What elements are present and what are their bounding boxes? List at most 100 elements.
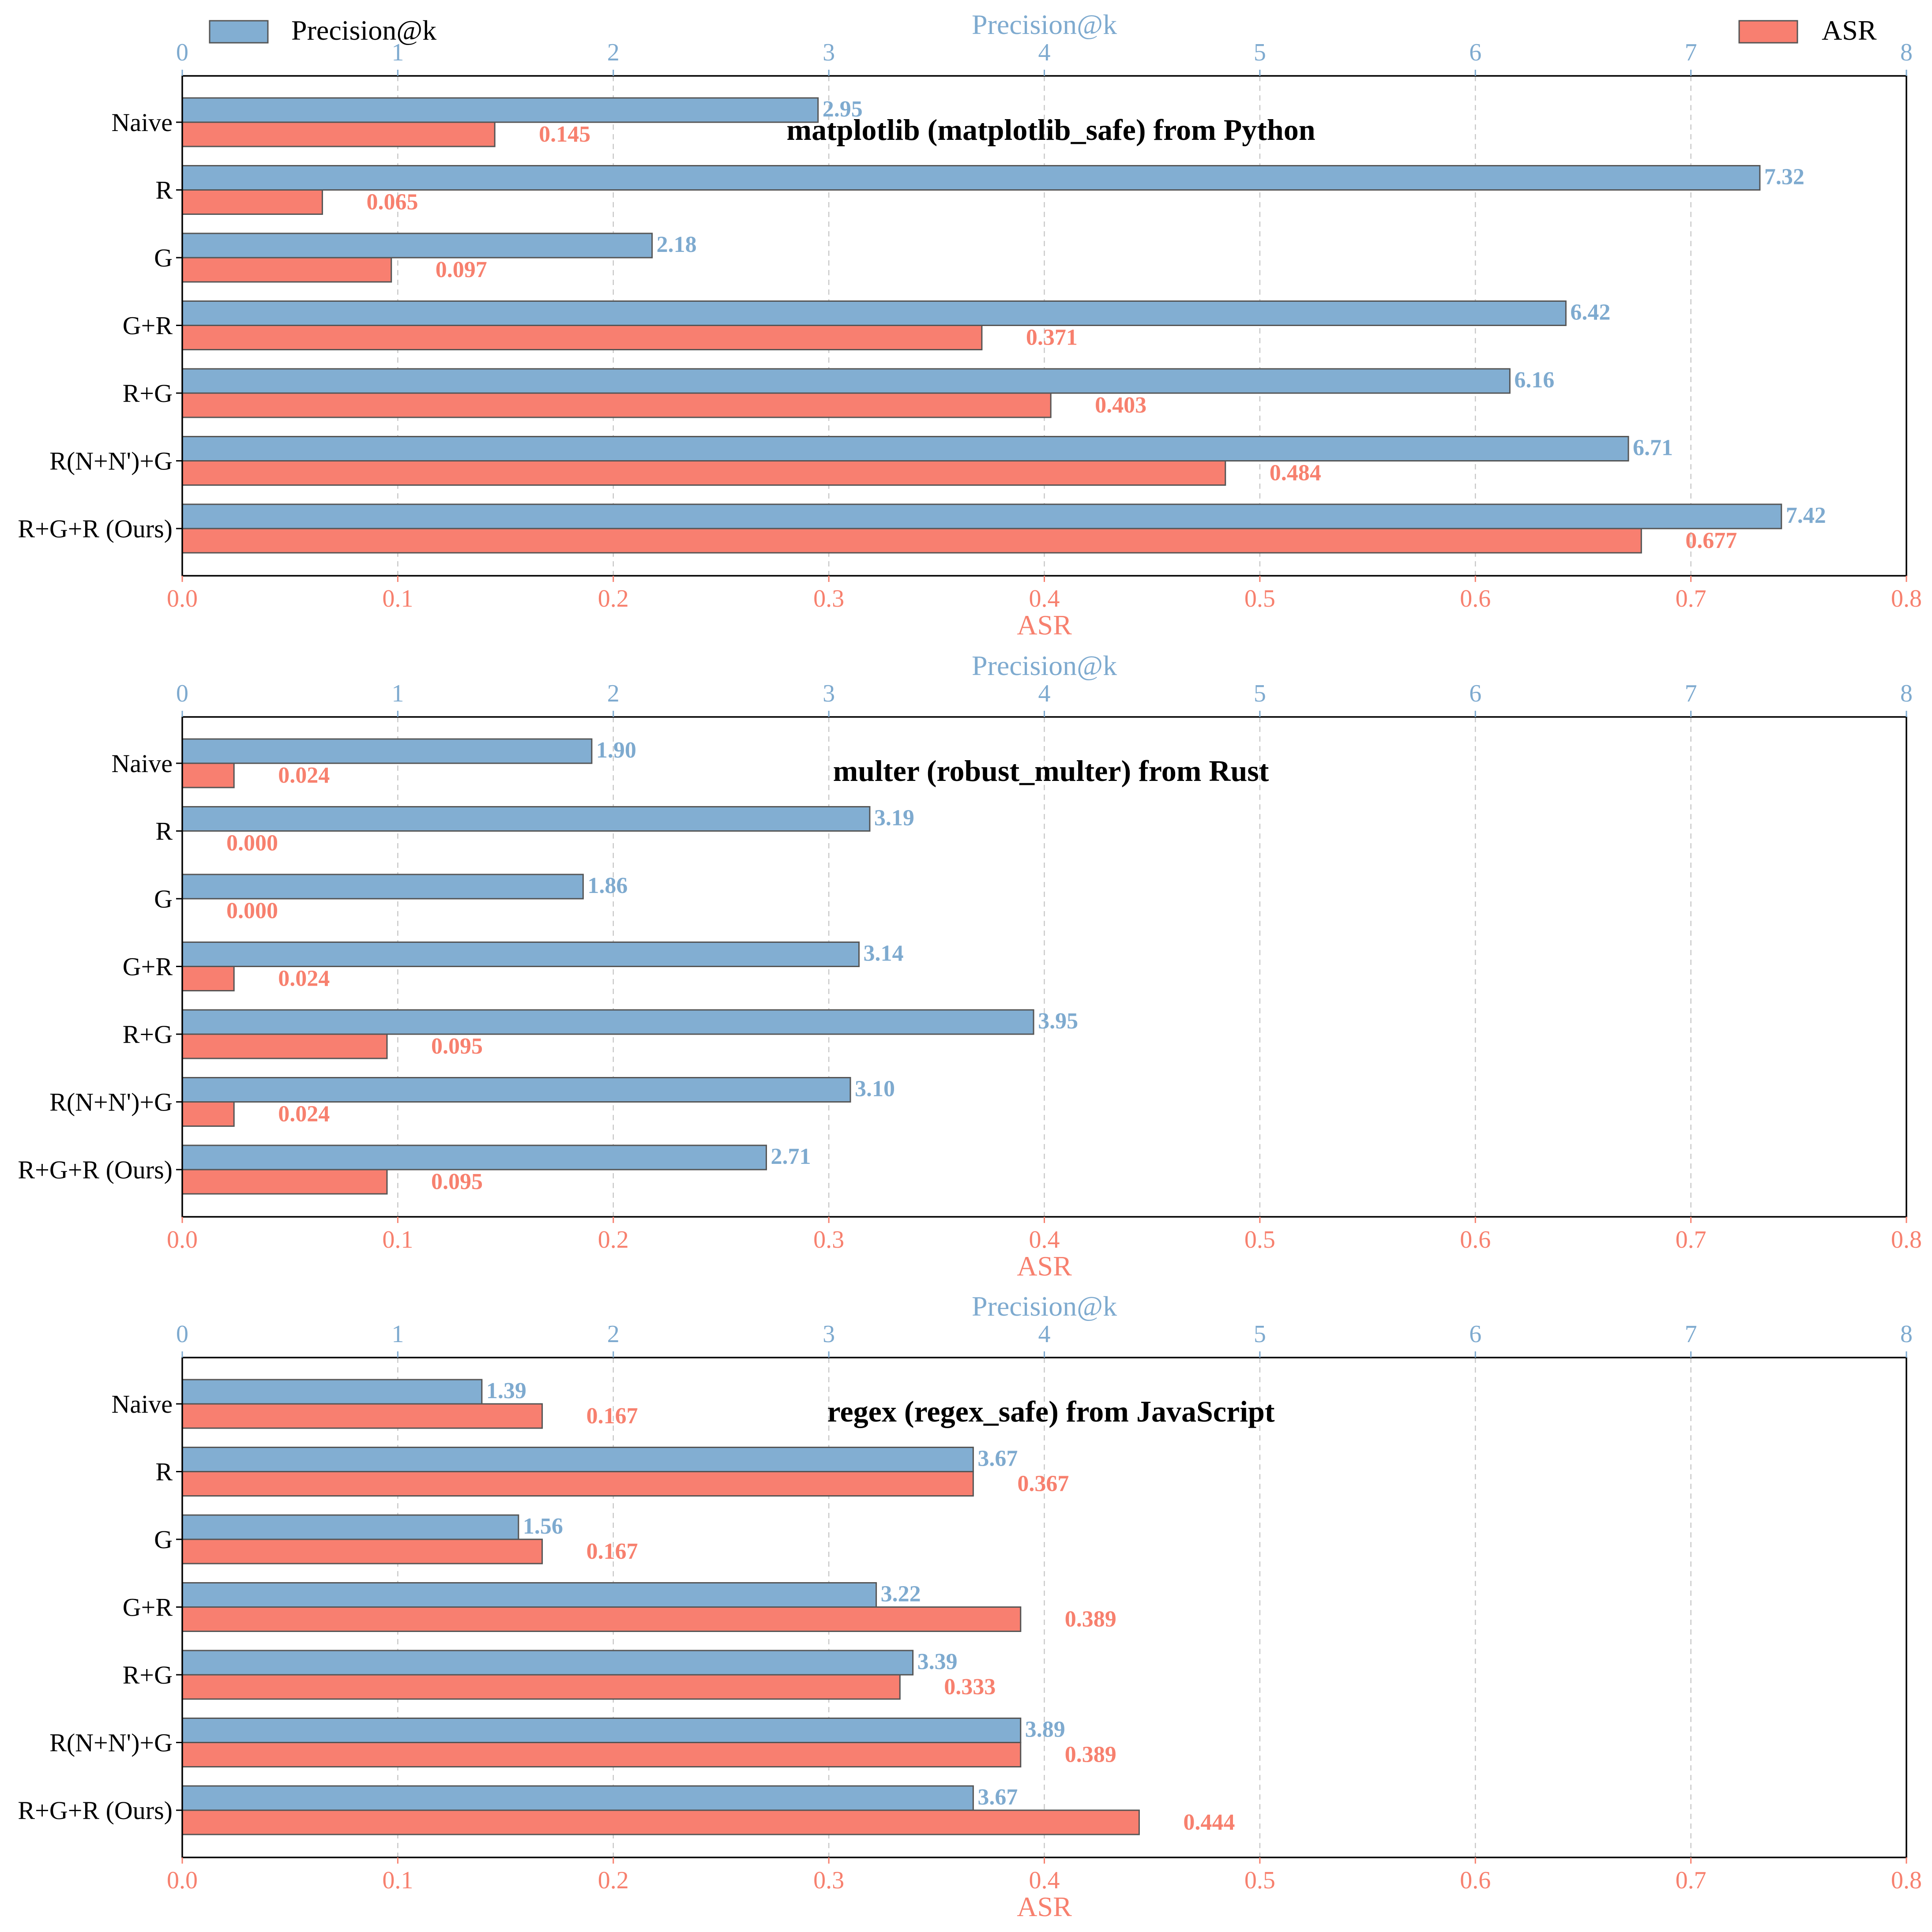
tick-label-precision: 5 [1254,680,1266,707]
bar-precision [181,300,1567,326]
tick-label-asr: 0.0 [167,585,198,612]
tick-label-precision: 7 [1685,680,1697,707]
bar-precision [181,1785,974,1811]
legend-label-precision: Precision@k [291,15,436,46]
tick-label-asr: 0.5 [1244,585,1275,612]
tick-label-precision: 7 [1685,39,1697,66]
tick-label-precision: 4 [1038,1321,1051,1348]
data-label-precision: 6.16 [1514,368,1554,393]
tick-label-asr: 0.2 [598,1226,629,1253]
tick-label-asr: 0.3 [813,1226,844,1253]
legend-label-asr: ASR [1822,15,1877,46]
category-label: Naive [112,1390,173,1418]
bar-precision [181,874,584,900]
panel-title: multer (robust_multer) from Rust [833,754,1269,788]
bar-precision [181,1514,519,1540]
tick-label-asr: 0.2 [598,585,629,612]
data-label-precision: 1.86 [587,873,628,898]
bar-asr [181,1538,543,1564]
data-label-asr: 0.167 [586,1539,638,1564]
data-label-precision: 2.95 [823,97,863,122]
bar-precision [181,503,1782,529]
data-label-precision: 3.22 [881,1582,921,1607]
data-label-precision: 3.39 [917,1649,958,1674]
tick-label-asr: 0.1 [382,1226,413,1253]
axis-label-precision: Precision@k [972,9,1117,40]
tick-label-asr: 0.8 [1891,1867,1922,1894]
bar-precision [181,1718,1022,1743]
tick-label-asr: 0.0 [167,1226,198,1253]
data-label-precision: 2.18 [657,232,697,257]
data-label-asr: 0.367 [1017,1471,1069,1497]
bar-precision [181,806,871,832]
tick-label-precision: 6 [1469,1321,1481,1348]
category-label: R(N+N')+G [49,1729,173,1757]
tick-label-asr: 0.3 [813,1867,844,1894]
data-label-asr: 0.097 [436,257,487,282]
data-label-precision: 3.19 [874,806,914,831]
category-label: G [154,885,173,913]
bar-asr [181,1033,388,1059]
tick-label-precision: 3 [823,39,835,66]
bar-precision [181,97,819,123]
bar-asr [181,1742,1022,1767]
bar-precision [181,1582,877,1608]
bar-precision [181,1077,851,1103]
data-label-asr: 0.677 [1685,528,1737,553]
data-label-asr: 0.371 [1026,325,1078,350]
data-label-asr: 0.024 [278,1102,330,1127]
data-label-precision: 1.39 [486,1378,526,1403]
bar-asr [181,189,323,215]
bar-asr [181,392,1052,418]
tick-label-asr: 0.4 [1029,585,1060,612]
data-label-precision: 7.32 [1764,165,1804,190]
tick-label-asr: 0.6 [1460,1226,1491,1253]
data-label-precision: 3.14 [863,941,903,966]
bar-asr [181,325,983,350]
axis-label-precision: Precision@k [972,1291,1117,1322]
bar-precision [181,1009,1034,1035]
tick-label-asr: 0.4 [1029,1867,1060,1894]
bar-asr [181,1169,388,1195]
data-label-asr: 0.065 [366,190,418,215]
data-label-precision: 3.95 [1038,1009,1078,1034]
data-label-asr: 0.167 [586,1403,638,1429]
bar-asr [181,1809,1140,1835]
data-label-precision: 3.67 [977,1446,1018,1471]
panel-title: regex (regex_safe) from JavaScript [827,1395,1275,1428]
data-label-asr: 0.024 [278,966,330,991]
category-label: R+G [123,1020,173,1049]
data-label-asr: 0.095 [431,1169,483,1194]
tick-label-asr: 0.5 [1244,1867,1275,1894]
bar-asr [181,762,235,788]
axis-label-asr: ASR [1017,1250,1072,1282]
data-label-precision: 3.67 [977,1785,1018,1810]
tick-label-precision: 3 [823,680,835,707]
bar-precision [181,368,1511,394]
bar-precision [181,1379,483,1405]
category-label: R [155,176,173,205]
data-label-precision: 1.56 [523,1514,563,1539]
data-label-precision: 3.89 [1025,1717,1065,1742]
bar-asr [181,1403,543,1429]
tick-label-asr: 0.0 [167,1867,198,1894]
tick-label-asr: 0.7 [1676,1867,1706,1894]
category-label: G+R [123,311,173,340]
data-label-precision: 1.90 [596,738,636,763]
tick-label-precision: 8 [1900,680,1913,707]
axis-label-asr: ASR [1017,609,1072,641]
data-label-asr: 0.389 [1065,1742,1116,1767]
tick-label-precision: 6 [1469,680,1481,707]
data-label-asr: 0.024 [278,763,330,788]
tick-label-asr: 0.6 [1460,1867,1491,1894]
category-label: G [154,1525,173,1554]
tick-label-asr: 0.3 [813,585,844,612]
tick-label-precision: 5 [1254,1321,1266,1348]
tick-label-precision: 0 [176,1321,188,1348]
tick-label-asr: 0.6 [1460,585,1491,612]
data-label-asr: 0.000 [226,831,278,856]
bar-asr [181,257,392,283]
category-label: R [155,1458,173,1486]
tick-label-precision: 4 [1038,39,1051,66]
